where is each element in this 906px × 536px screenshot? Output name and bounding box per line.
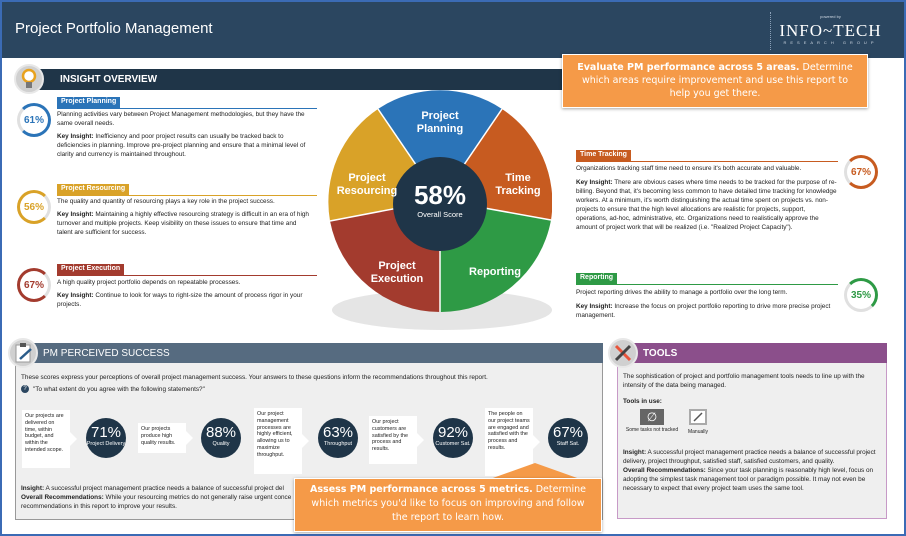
overall-score-label: Overall Score — [417, 210, 463, 219]
divider — [57, 195, 317, 196]
tools-in-use-label: Tools in use: — [623, 398, 662, 405]
card-project-resourcing: Project Resourcing The quality and quant… — [57, 184, 317, 264]
pm-perceived-success-bar: PM PERCEIVED SUCCESS — [15, 343, 603, 363]
tool-label-some-tasks: Some tasks not tracked — [625, 427, 679, 433]
metric-project-delivery: 71% Project Delivery — [86, 418, 126, 458]
segment-label-resourcing: Project Resourcing — [336, 172, 398, 197]
time-tracking-score: 67% — [850, 167, 871, 178]
statement-staff-sat: The people on our project teams are enga… — [485, 408, 540, 476]
pm-question: "To what extent do you agree with the fo… — [33, 386, 205, 393]
clipboard-icon — [8, 338, 38, 368]
tool-label-manually: Manually — [687, 429, 708, 435]
segment-label-planning: Project Planning — [416, 110, 464, 135]
metric-customer-sat: 92% Customer Sat. — [433, 418, 473, 458]
overall-score-wheel — [328, 90, 552, 312]
insight-overview-title: INSIGHT OVERVIEW — [60, 74, 158, 85]
planning-key-insight: Key Insight: Inefficiency and poor proje… — [57, 133, 306, 158]
score-ring-reporting: 35% — [844, 278, 878, 312]
score-ring-execution: 67% — [17, 268, 51, 302]
reporting-desc: Project reporting drives the ability to … — [576, 289, 788, 296]
tools-recommendations: Overall Recommendations: Since your task… — [623, 467, 874, 492]
statement-project-delivery: Our projects are delivered on time, with… — [22, 410, 77, 468]
card-project-execution: Project Execution A high quality project… — [57, 264, 317, 324]
metric-quality: 88% Quality — [201, 418, 241, 458]
logo-subtitle: RESEARCH GROUP — [783, 40, 878, 45]
callout-assess-metrics: Assess PM performance across 5 metrics. … — [294, 478, 602, 532]
divider — [57, 275, 317, 276]
lightbulb-icon — [14, 64, 44, 94]
divider — [57, 108, 317, 109]
pm-recommendations: Overall Recommendations: While your reso… — [21, 494, 292, 501]
tag-project-planning: Project Planning — [57, 97, 121, 108]
tools-insight: Insight: A successful project management… — [623, 449, 876, 465]
reporting-score: 35% — [850, 290, 871, 301]
statement-quality: Our projects produce high quality result… — [138, 423, 193, 453]
planning-score: 61% — [23, 115, 44, 126]
divider — [576, 161, 838, 162]
logo-powered-by: powered by — [820, 14, 841, 19]
tools-icon — [608, 338, 638, 368]
resourcing-desc: The quality and quantity of resourcing p… — [57, 198, 275, 205]
score-ring-planning: 61% — [17, 103, 51, 137]
statement-customer-sat: Our project customers are satisfied by t… — [369, 416, 424, 464]
tag-project-resourcing: Project Resourcing — [57, 184, 130, 195]
execution-key-insight: Key Insight: Continue to look for ways t… — [57, 292, 303, 308]
planning-desc: Planning activities vary between Project… — [57, 111, 305, 127]
card-time-tracking: Time Tracking Organizations tracking sta… — [576, 150, 838, 250]
callout-evaluate-areas: Evaluate PM performance across 5 areas. … — [562, 54, 868, 108]
reporting-key-insight: Key Insight: Increase the focus on proje… — [576, 303, 831, 319]
execution-score: 67% — [23, 280, 44, 291]
card-reporting: Reporting Project reporting drives the a… — [576, 273, 838, 333]
pm-intro-text: These scores express your perceptions of… — [21, 374, 488, 381]
callout-pointer — [490, 463, 580, 479]
tools-intro: The sophistication of project and portfo… — [623, 373, 865, 389]
segment-label-reporting: Reporting — [469, 266, 521, 278]
tools-panel — [617, 361, 887, 519]
tag-project-execution: Project Execution — [57, 264, 125, 275]
resourcing-key-insight: Key Insight: Maintaining a highly effect… — [57, 211, 309, 236]
segment-label-execution: Project Execution — [370, 260, 424, 285]
pm-success-title: PM PERCEIVED SUCCESS — [43, 348, 170, 359]
metric-throughput: 63% Throughput — [318, 418, 358, 458]
divider — [576, 284, 838, 285]
statement-throughput: Our project management processes are hig… — [254, 408, 309, 474]
score-ring-resourcing: 56% — [17, 190, 51, 224]
pencil-paper-icon — [689, 409, 707, 425]
page-header: Project Portfolio Management powered by … — [2, 2, 904, 58]
tag-reporting: Reporting — [576, 273, 618, 284]
tools-title: TOOLS — [643, 348, 678, 359]
tools-bar: TOOLS — [615, 343, 887, 363]
info-tech-logo: powered by INFO~TECH RESEARCH GROUP — [770, 12, 890, 50]
time-tracking-desc: Organizations tracking staff time need t… — [576, 165, 802, 172]
pm-recommendations-cont: recommendations in this report to improv… — [21, 503, 177, 510]
metric-staff-sat: 67% Staff Sat. — [548, 418, 588, 458]
resourcing-score: 56% — [23, 202, 44, 213]
overall-score-value: 58% — [413, 180, 467, 210]
segment-label-time-tracking: Time Tracking — [495, 172, 541, 197]
card-project-planning: Project Planning Planning activities var… — [57, 97, 317, 177]
pm-insight: Insight: A successful project management… — [21, 485, 284, 492]
time-tracking-key-insight: Key Insight: There are obvious cases whe… — [576, 179, 837, 231]
help-icon[interactable]: ? — [21, 385, 29, 393]
execution-desc: A high quality project portfolio depends… — [57, 279, 241, 286]
score-ring-time-tracking: 67% — [844, 155, 878, 189]
tag-time-tracking: Time Tracking — [576, 150, 631, 161]
wheel-labels: Project Planning Time Tracking Reporting P… — [328, 88, 552, 312]
null-set-icon: ∅ — [640, 409, 664, 425]
page-title: Project Portfolio Management — [15, 20, 213, 37]
logo-brand: INFO~TECH — [779, 21, 882, 40]
